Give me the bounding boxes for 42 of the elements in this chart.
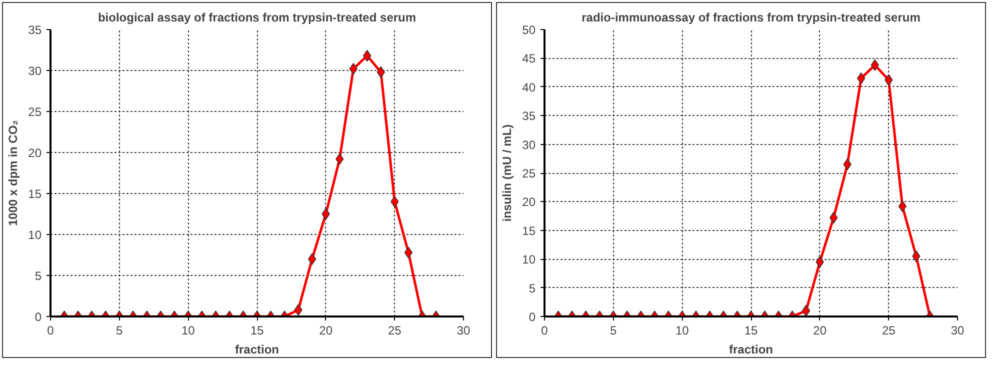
y-axis-title: insulin (mU / mL) bbox=[500, 124, 514, 222]
y-tick-label: 0 bbox=[34, 310, 42, 324]
point bbox=[884, 74, 893, 86]
y-tick-label: 45 bbox=[522, 52, 536, 66]
x-tick-label: 5 bbox=[610, 324, 617, 338]
x-tick-label: 0 bbox=[47, 324, 54, 338]
x-tick-label: 5 bbox=[116, 324, 123, 338]
x-tick-label: 15 bbox=[744, 324, 758, 338]
x-tick-label: 15 bbox=[250, 324, 264, 338]
chart-title: biological assay of fractions from trypsin-treated serum bbox=[98, 10, 416, 24]
y-tick-label: 25 bbox=[522, 166, 536, 180]
point bbox=[336, 153, 344, 165]
x-tick-label: 25 bbox=[388, 324, 402, 338]
x-axis-title: fraction bbox=[235, 342, 280, 356]
chart-title: radio-immunoassay of fractions from trypsin-treated serum bbox=[582, 10, 920, 24]
y-tick-label: 5 bbox=[34, 269, 42, 283]
y-tick-label: 20 bbox=[28, 146, 42, 160]
x-tick-label: 30 bbox=[950, 324, 964, 338]
y-tick-label: 10 bbox=[522, 252, 536, 267]
x-tick-label: 0 bbox=[541, 324, 548, 338]
y-tick-label: 15 bbox=[28, 187, 42, 201]
y-tick-label: 5 bbox=[528, 281, 536, 296]
y-tick-label: 50 bbox=[522, 23, 536, 37]
y-tick-label: 10 bbox=[28, 228, 42, 242]
y-tick-label: 15 bbox=[522, 224, 536, 238]
x-tick-label: 20 bbox=[813, 324, 827, 338]
y-tick-label: 30 bbox=[522, 138, 536, 152]
y-tick-label: 25 bbox=[28, 105, 42, 119]
x-tick-label: 30 bbox=[456, 324, 470, 338]
y-tick-label: 30 bbox=[28, 64, 42, 78]
x-tick-label: 20 bbox=[319, 324, 333, 338]
x-tick-label: 25 bbox=[882, 324, 896, 338]
y-axis-title: 1000 x dpm in CO₂ bbox=[6, 120, 20, 226]
x-tick-label: 10 bbox=[181, 324, 196, 338]
y-tick-label: 0 bbox=[528, 310, 536, 324]
y-tick-label: 40 bbox=[522, 80, 536, 94]
y-tick-label: 35 bbox=[522, 109, 536, 124]
point bbox=[870, 59, 879, 71]
x-axis-title: fraction bbox=[729, 342, 774, 356]
y-tick-label: 35 bbox=[28, 23, 42, 37]
x-tick-label: 10 bbox=[675, 324, 690, 338]
y-tick-label: 20 bbox=[522, 195, 536, 210]
